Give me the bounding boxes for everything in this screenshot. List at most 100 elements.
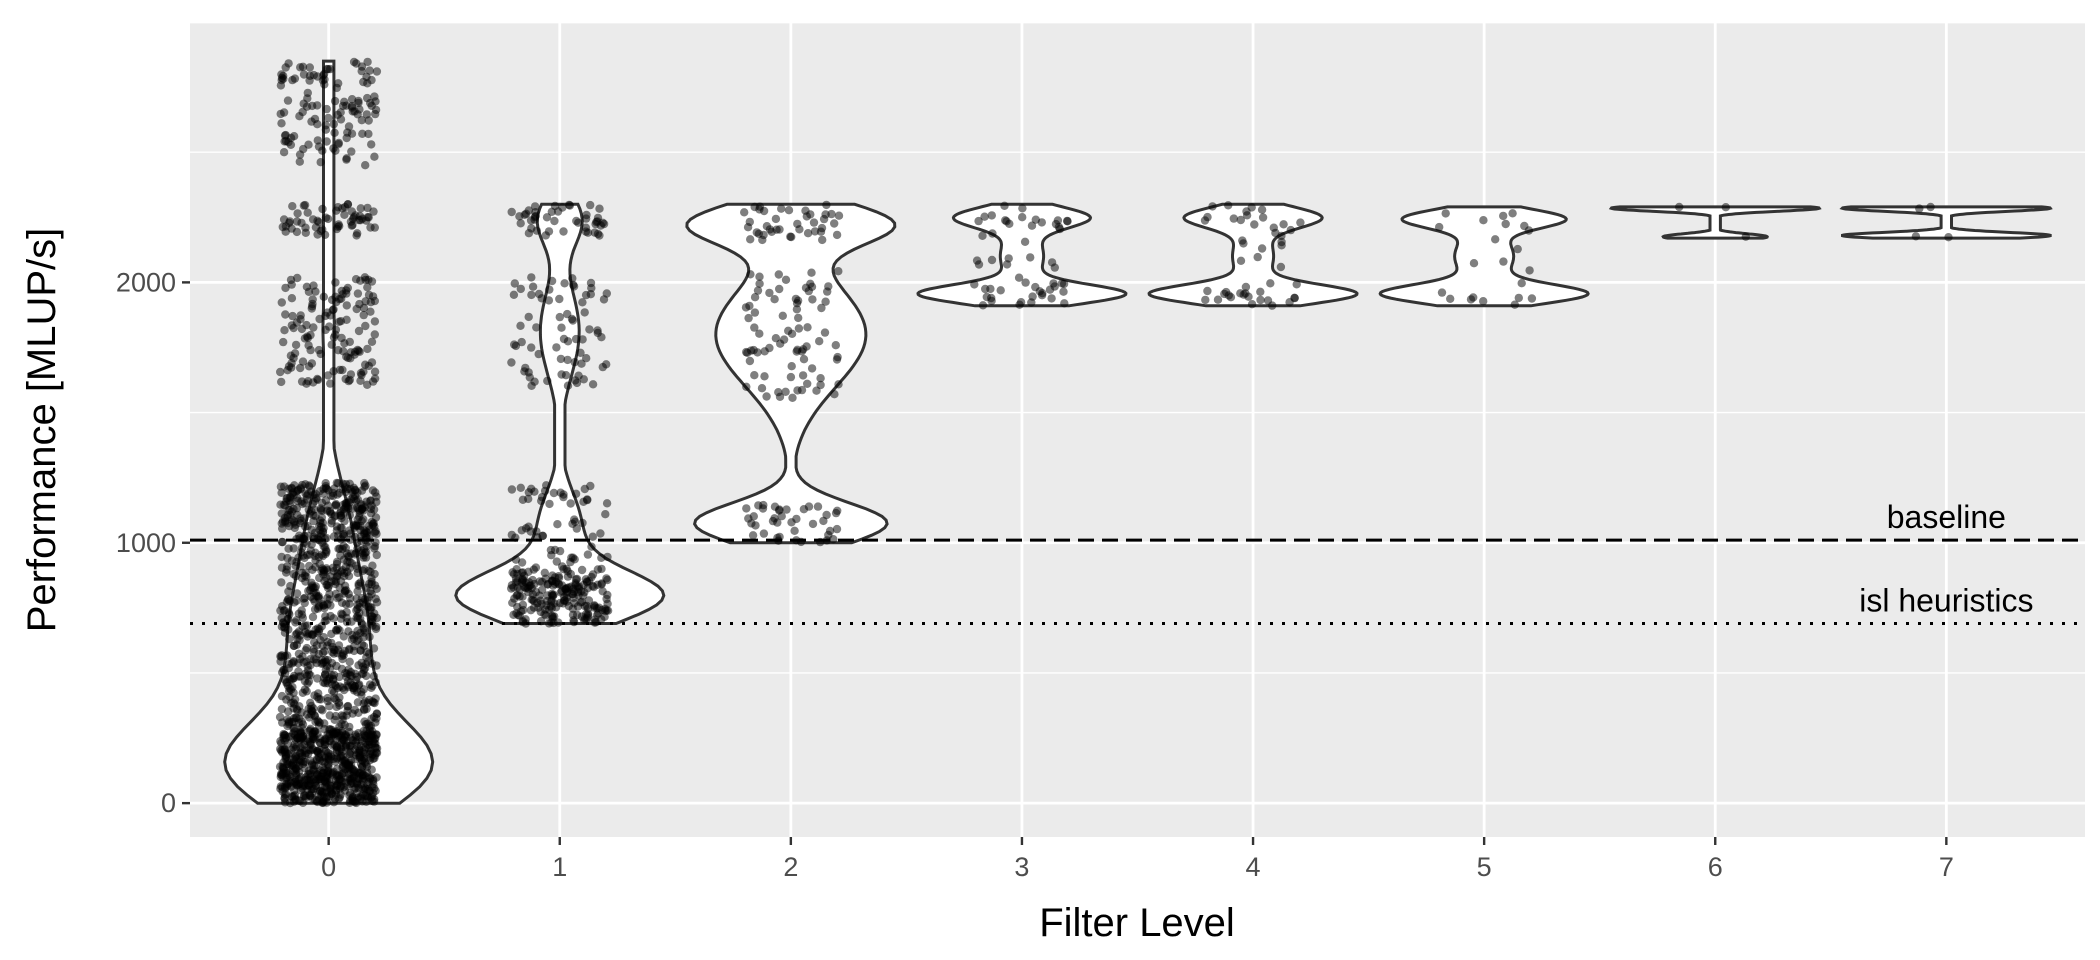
point: [581, 575, 591, 584]
point: [547, 207, 556, 216]
point: [360, 528, 369, 538]
reference-label-1: isl heuristics: [1859, 582, 2033, 618]
violin-6: [1608, 205, 1822, 240]
point: [774, 270, 783, 279]
point: [1221, 287, 1231, 297]
point: [1256, 295, 1265, 305]
point: [510, 279, 519, 288]
point: [1047, 294, 1056, 303]
point: [365, 66, 374, 75]
point: [335, 626, 344, 635]
point: [593, 217, 602, 226]
point: [1014, 273, 1024, 282]
point: [810, 227, 820, 236]
point: [318, 659, 327, 668]
point: [557, 581, 567, 590]
point: [559, 227, 568, 236]
x-tick-label: 0: [321, 852, 336, 882]
point: [1236, 256, 1246, 265]
point: [508, 568, 517, 577]
point: [755, 279, 764, 288]
point: [571, 489, 581, 498]
point: [577, 565, 587, 575]
point: [578, 518, 587, 528]
point: [792, 347, 801, 356]
point: [329, 798, 339, 807]
point: [287, 698, 296, 708]
point: [750, 308, 760, 317]
point: [289, 132, 299, 141]
point: [1002, 260, 1012, 269]
point: [309, 765, 318, 774]
point: [315, 787, 325, 796]
point: [313, 746, 322, 756]
point: [363, 57, 372, 67]
point: [1236, 215, 1246, 225]
point: [322, 137, 331, 146]
point: [834, 211, 844, 220]
point: [327, 629, 336, 639]
point: [314, 592, 323, 601]
point: [372, 748, 382, 758]
point: [280, 736, 289, 745]
point: [346, 789, 355, 798]
point: [1018, 213, 1027, 222]
point: [358, 214, 367, 223]
point: [1479, 297, 1488, 306]
point: [588, 532, 597, 541]
point: [286, 140, 296, 149]
point: [335, 365, 345, 375]
point: [1053, 216, 1063, 225]
point: [314, 717, 323, 727]
point: [334, 79, 343, 88]
point: [823, 287, 832, 296]
point: [590, 601, 599, 610]
point: [311, 223, 321, 232]
point: [832, 524, 842, 534]
point: [336, 523, 345, 532]
point: [758, 235, 767, 245]
point: [1510, 300, 1520, 309]
point: [298, 62, 308, 71]
point: [319, 765, 329, 775]
point: [322, 573, 331, 582]
point: [279, 148, 289, 157]
point: [297, 723, 306, 732]
point: [281, 752, 290, 762]
point: [320, 670, 330, 679]
point: [313, 624, 322, 633]
point: [507, 358, 516, 367]
point: [603, 552, 612, 562]
point: [569, 282, 579, 291]
point: [299, 99, 308, 108]
point: [353, 289, 363, 298]
point: [276, 606, 285, 615]
point: [277, 298, 286, 307]
point: [746, 235, 755, 244]
point: [319, 524, 328, 533]
point: [1247, 300, 1257, 309]
point: [292, 765, 301, 774]
point: [278, 537, 287, 547]
point: [586, 278, 596, 288]
point: [354, 346, 363, 355]
point: [543, 596, 552, 606]
point: [541, 611, 551, 620]
point: [305, 63, 314, 72]
point: [283, 781, 292, 790]
point: [819, 516, 828, 526]
point: [324, 113, 333, 123]
point: [293, 493, 302, 503]
point: [586, 200, 595, 210]
point: [327, 340, 336, 349]
point: [759, 206, 769, 216]
point: [307, 578, 316, 587]
point: [360, 705, 369, 715]
point: [786, 372, 796, 382]
point: [581, 223, 591, 232]
point: [348, 504, 358, 513]
point: [758, 504, 768, 513]
point: [787, 329, 797, 338]
point: [1239, 239, 1248, 248]
point: [745, 356, 755, 366]
